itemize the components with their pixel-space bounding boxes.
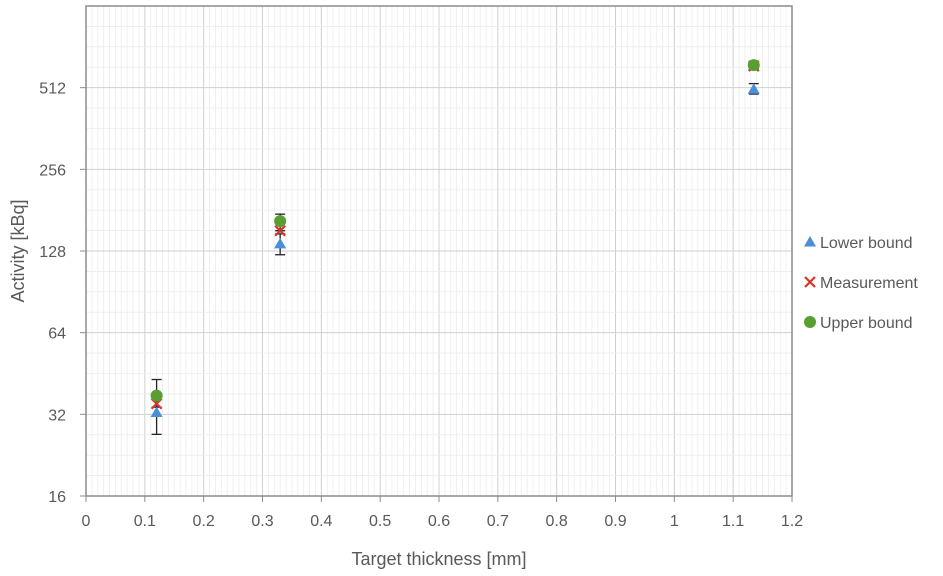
legend-marker-measurement: [804, 276, 816, 288]
x-tick-label: 0.7: [487, 513, 509, 530]
x-tick-label: 0.3: [251, 513, 273, 530]
x-tick-label: 0.5: [369, 513, 391, 530]
data-point-lower-bound: [150, 406, 163, 418]
y-tick-label: 32: [48, 407, 66, 424]
data-point-upper-bound: [150, 389, 163, 402]
y-tick-label: 512: [39, 81, 66, 98]
legend-marker-upper-bound: [804, 316, 816, 328]
x-tick-label: 0.2: [193, 513, 215, 530]
legend-marker-lower-bound: [804, 236, 816, 247]
legend-label-measurement: Measurement: [820, 275, 918, 292]
data-point-lower-bound: [747, 83, 760, 94]
y-tick-label: 256: [39, 162, 66, 179]
y-axis-title: Activity [kBq]: [8, 199, 28, 302]
x-axis-title: Target thickness [mm]: [351, 549, 526, 569]
x-tick-label: 0.1: [134, 513, 156, 530]
data-point-upper-bound: [747, 59, 760, 72]
x-tick-label: 0.8: [546, 513, 568, 530]
x-tick-label: 1.1: [722, 513, 744, 530]
y-tick-label: 128: [39, 244, 66, 261]
x-tick-label: 0.9: [604, 513, 626, 530]
y-tick-label: 64: [48, 326, 66, 343]
x-tick-label: 1.2: [781, 513, 803, 530]
x-tick-label: 0.4: [310, 513, 332, 530]
x-tick-label: 0: [82, 513, 91, 530]
data-point-measurement: [274, 224, 286, 237]
x-tick-label: 0.6: [428, 513, 450, 530]
data-point-upper-bound: [274, 215, 287, 228]
y-tick-label: 16: [48, 489, 66, 506]
data-point-lower-bound: [274, 237, 287, 249]
x-tick-label: 1: [670, 513, 679, 530]
legend-label-lower-bound: Lower bound: [820, 235, 913, 252]
legend-label-upper-bound: Upper bound: [820, 315, 913, 332]
